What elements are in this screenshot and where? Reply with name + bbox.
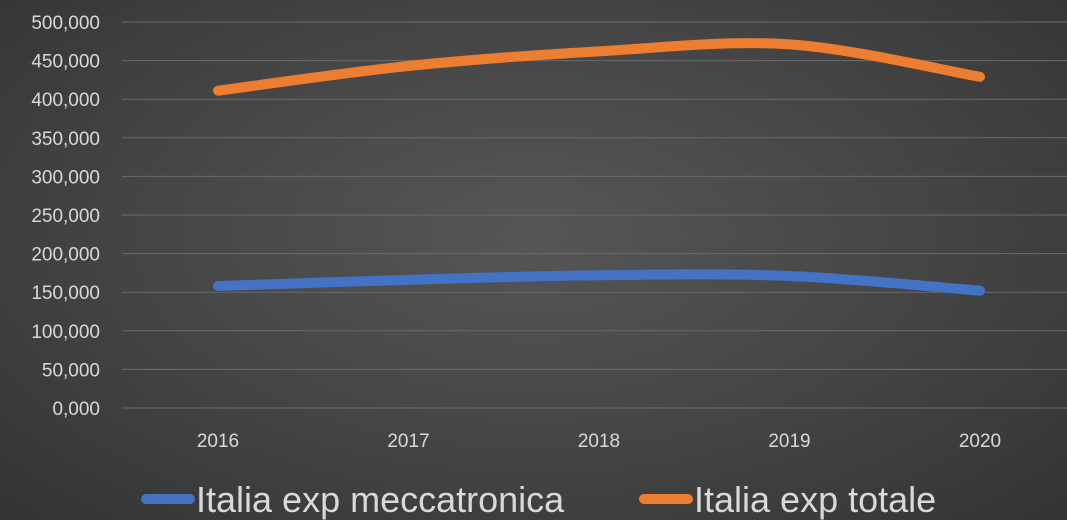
- legend: Italia exp meccatronica Italia exp totale: [141, 479, 936, 520]
- series-point: [979, 76, 981, 78]
- y-tick-label: 500,000: [31, 13, 100, 34]
- series-point: [217, 90, 219, 92]
- y-tick-label: 300,000: [31, 167, 100, 188]
- series-point: [598, 274, 600, 276]
- y-tick-label: 200,000: [31, 245, 100, 266]
- x-tick-label: 2018: [578, 431, 620, 452]
- series-line-1: [213, 269, 985, 296]
- y-tick-label: 0,000: [52, 399, 100, 420]
- y-tick-label: 250,000: [31, 206, 100, 227]
- series-line-2: [213, 38, 985, 96]
- y-tick-label: 50,000: [42, 360, 100, 381]
- series-point: [598, 50, 600, 52]
- y-tick-label: 400,000: [31, 90, 100, 111]
- x-tick-label: 2020: [959, 431, 1001, 452]
- y-axis-tick-labels: 0,000 50,000 100,000 150,000 200,000 250,000 3…: [31, 13, 100, 420]
- series-point: [789, 275, 790, 277]
- y-tick-label: 150,000: [31, 283, 100, 304]
- x-tick-label: 2016: [197, 431, 239, 452]
- x-tick-label: 2019: [768, 431, 810, 452]
- legend-label: Italia exp totale: [694, 479, 936, 520]
- x-axis-tick-labels: 2016 2017 2018 2019 2020: [197, 431, 1001, 452]
- y-tick-label: 100,000: [31, 322, 100, 343]
- series-point: [408, 279, 409, 281]
- legend-label: Italia exp meccatronica: [196, 479, 565, 520]
- y-tick-label: 350,000: [31, 129, 100, 150]
- series-lines: [213, 38, 985, 296]
- x-tick-label: 2017: [387, 431, 429, 452]
- series-point: [217, 285, 219, 287]
- series-point: [979, 290, 981, 292]
- y-tick-label: 450,000: [31, 52, 100, 73]
- series-point: [789, 43, 790, 45]
- series-point: [408, 65, 409, 67]
